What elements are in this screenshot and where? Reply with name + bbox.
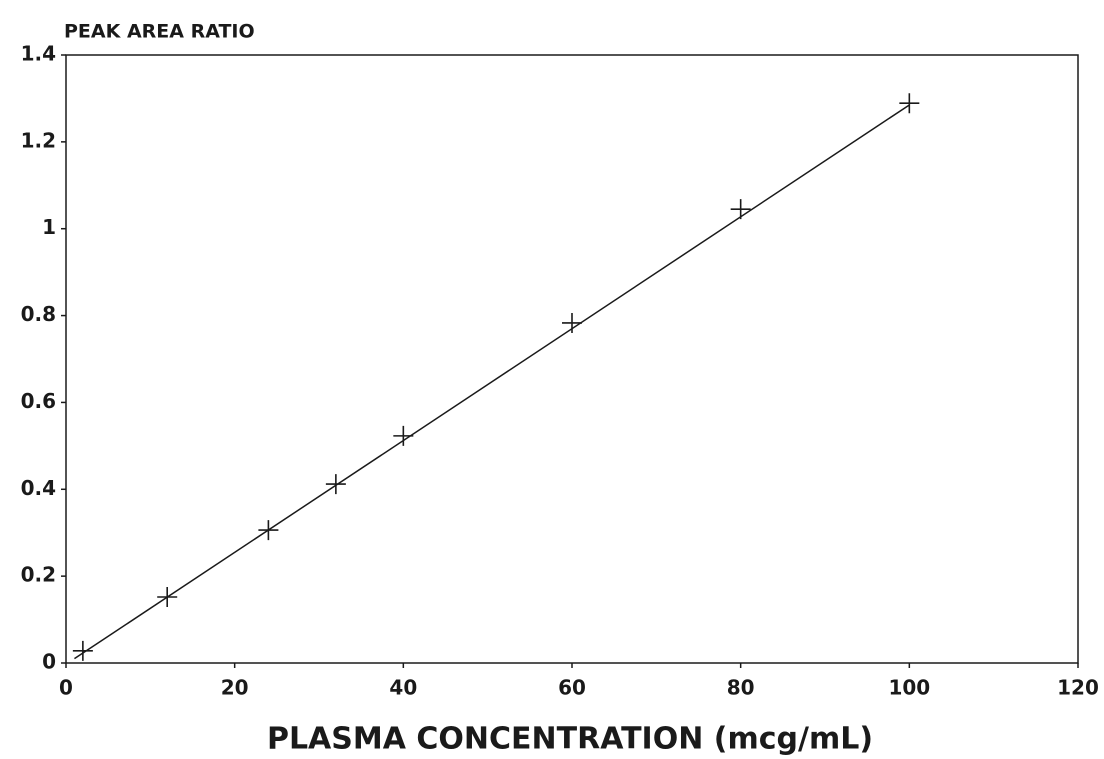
fit-line bbox=[74, 104, 910, 660]
plot-frame bbox=[65, 54, 1079, 664]
point bbox=[899, 93, 920, 114]
y-tick-label: 0.6 bbox=[21, 389, 56, 413]
y-tick-label: 0.2 bbox=[21, 563, 56, 587]
x-tick-label: 40 bbox=[389, 676, 417, 700]
x-tick-label: 120 bbox=[1057, 676, 1099, 700]
point bbox=[730, 199, 751, 220]
point bbox=[562, 312, 582, 333]
y-axis-title: PEAK AREA RATIO bbox=[64, 21, 255, 43]
y-tick-label: 1 bbox=[42, 215, 56, 239]
x-tick-label: 60 bbox=[558, 676, 586, 700]
x-tick-label: 100 bbox=[888, 676, 930, 700]
x-tick-label: 0 bbox=[59, 676, 73, 700]
y-tick-label: 0.4 bbox=[21, 476, 56, 500]
y-tick-label: 0 bbox=[42, 650, 56, 674]
x-tick-label: 80 bbox=[727, 676, 755, 700]
x-tick-label: 20 bbox=[221, 676, 249, 700]
y-tick-label: 1.2 bbox=[21, 128, 56, 152]
y-tick-label: 0.8 bbox=[21, 302, 56, 326]
point bbox=[72, 640, 93, 661]
point bbox=[325, 474, 346, 495]
x-axis-title: PLASMA CONCENTRATION (mcg/mL) bbox=[267, 722, 873, 757]
y-tick-label: 1.4 bbox=[21, 42, 56, 66]
